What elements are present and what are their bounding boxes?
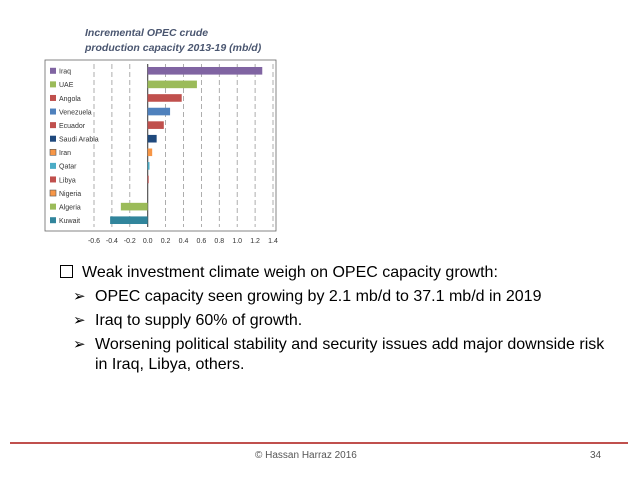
legend-swatch — [50, 94, 56, 101]
chart-title-line1: Incremental OPEC crude — [85, 27, 208, 39]
legend-swatch — [50, 122, 56, 129]
x-tick-label: -0.6 — [88, 238, 100, 245]
bar-iran — [147, 148, 153, 157]
bar-kuwait — [110, 216, 148, 225]
arrow-bullet-icon: ➢ — [73, 336, 86, 353]
legend-swatch — [50, 203, 56, 210]
bar-algeria — [120, 202, 148, 211]
x-tick-label: 0.6 — [197, 238, 207, 245]
sub-bullet: ➢ Worsening political stability and secu… — [60, 335, 620, 375]
chart-title-line2: production capacity 2013-19 (mb/d) — [84, 42, 262, 54]
x-tick-label: -0.2 — [124, 238, 136, 245]
bar-libya — [147, 175, 149, 184]
bullet-list: Weak investment climate weigh on OPEC ca… — [60, 262, 620, 379]
legend-swatch — [49, 148, 57, 156]
sub-bullet-text: OPEC capacity seen growing by 2.1 mb/d t… — [95, 288, 542, 305]
legend-swatch — [50, 217, 56, 224]
opec-capacity-chart: Incremental OPEC crude production capaci… — [44, 27, 278, 245]
footer-divider — [10, 442, 628, 444]
legend-label: Qatar — [59, 164, 77, 171]
bar-ecuador — [147, 121, 164, 129]
legend-label: UAE — [59, 82, 74, 89]
bar-angola — [147, 94, 182, 102]
bullet-main-text: Weak investment climate weigh on OPEC ca… — [82, 264, 498, 281]
bullet-main: Weak investment climate weigh on OPEC ca… — [60, 262, 620, 283]
legend-swatch — [50, 81, 56, 88]
x-tick-label: 0.4 — [179, 238, 189, 245]
bar-venezuela — [147, 107, 171, 116]
legend-label: Iran — [59, 150, 71, 157]
legend-label: Libya — [59, 177, 76, 184]
page-number: 34 — [590, 450, 602, 461]
legend-label: Angola — [59, 96, 81, 103]
legend-label: Kuwait — [59, 218, 80, 225]
sub-bullet-text: Iraq to supply 60% of growth. — [95, 312, 303, 329]
x-tick-label: 0.8 — [214, 238, 224, 245]
legend-swatch — [50, 162, 56, 169]
legend-swatch — [50, 108, 56, 115]
x-tick-label: 1.0 — [232, 238, 242, 245]
arrow-bullet-icon: ➢ — [73, 312, 86, 329]
footer-copyright: © Hassan Harraz 2016 — [255, 450, 357, 461]
legend-label: Nigeria — [59, 191, 81, 198]
legend-swatch — [50, 67, 56, 74]
sub-bullet: ➢ OPEC capacity seen growing by 2.1 mb/d… — [60, 287, 620, 307]
arrow-bullet-icon: ➢ — [73, 288, 86, 305]
legend-swatch — [50, 176, 56, 183]
bar-uae — [147, 80, 197, 89]
plot-frame — [44, 59, 277, 232]
x-tick-label: 0.2 — [161, 238, 171, 245]
x-tick-label: 1.2 — [250, 238, 260, 245]
legend-label: Saudi Arabia — [59, 137, 99, 144]
legend-label: Algeria — [59, 204, 81, 211]
x-tick-label: 1.4 — [268, 238, 278, 245]
sub-bullet-text: Worsening political stability and securi… — [95, 336, 605, 373]
checkbox-bullet-icon — [60, 265, 73, 278]
bar-saudi-arabia — [147, 134, 157, 143]
legend-label: Venezuela — [59, 109, 92, 116]
sub-bullet: ➢ Iraq to supply 60% of growth. — [60, 311, 620, 331]
legend-label: Ecuador — [59, 123, 86, 130]
legend-label: Iraq — [59, 69, 71, 76]
x-tick-label: 0.0 — [143, 238, 153, 245]
bar-iraq — [147, 66, 263, 75]
bar-qatar — [147, 162, 150, 170]
x-tick-label: -0.4 — [106, 238, 118, 245]
legend-swatch — [50, 135, 56, 142]
legend-swatch — [49, 189, 57, 197]
